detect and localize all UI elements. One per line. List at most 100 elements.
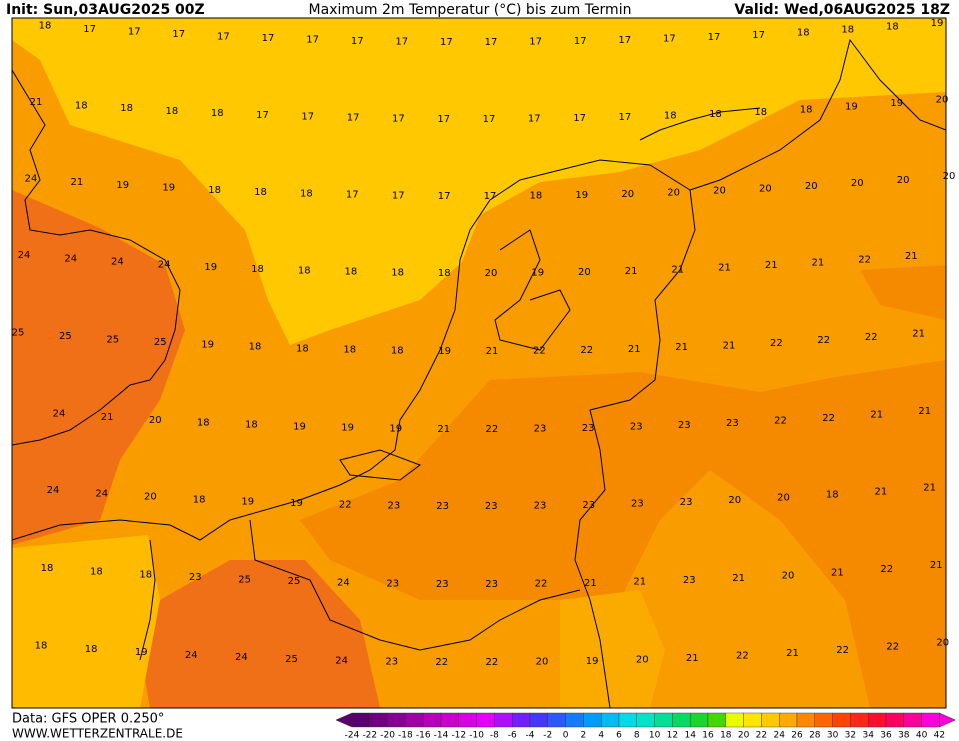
temperature-label: 18 xyxy=(166,106,179,117)
temperature-label: 18 xyxy=(35,640,48,651)
temperature-label: 20 xyxy=(636,655,649,666)
map-background xyxy=(12,18,946,708)
temperature-label: 17 xyxy=(83,24,96,35)
temperature-label: 23 xyxy=(678,420,691,431)
colorbar-label: 34 xyxy=(862,731,874,741)
temperature-label: 21 xyxy=(723,340,736,351)
colorbar-swatch xyxy=(405,712,424,728)
temperature-label: 24 xyxy=(335,655,348,666)
temperature-label: 17 xyxy=(484,191,497,202)
temperature-label: 18 xyxy=(254,187,267,198)
temperature-label: 18 xyxy=(75,100,88,111)
temperature-label: 24 xyxy=(64,254,77,265)
temperature-label: 20 xyxy=(759,184,772,195)
colorbar-label: 0 xyxy=(563,731,569,741)
temperature-label: 19 xyxy=(162,183,175,194)
colorbar-label: -14 xyxy=(434,731,449,741)
data-source: Data: GFS OPER 0.250° xyxy=(12,712,164,727)
temperature-label: 22 xyxy=(580,345,593,356)
temperature-label: 24 xyxy=(18,250,31,261)
temperature-label: 18 xyxy=(85,644,98,655)
temperature-label: 18 xyxy=(391,345,404,356)
temperature-label: 17 xyxy=(256,110,269,121)
temperature-label: 21 xyxy=(625,266,638,277)
temperature-label: 21 xyxy=(671,264,684,275)
temperature-label: 18 xyxy=(39,21,52,32)
temperature-label: 17 xyxy=(392,190,405,201)
temperature-label: 22 xyxy=(770,338,783,349)
temperature-label: 17 xyxy=(528,114,541,125)
temperature-label: 19 xyxy=(204,262,217,273)
colorbar-swatch xyxy=(796,712,815,728)
colorbar-swatch xyxy=(369,712,388,728)
temperature-label: 18 xyxy=(245,420,258,431)
temperature-label: 18 xyxy=(90,566,103,577)
colorbar-swatch xyxy=(672,712,691,728)
temperature-label: 19 xyxy=(575,190,588,201)
colorbar-label: -24 xyxy=(345,731,360,741)
temperature-label: 23 xyxy=(485,501,498,512)
temperature-label: 22 xyxy=(486,657,499,668)
colorbar-swatch xyxy=(761,712,780,728)
colorbar-swatch xyxy=(440,712,459,728)
temperature-label: 18 xyxy=(251,264,264,275)
temperature-label: 17 xyxy=(437,114,450,125)
temperature-label: 18 xyxy=(345,267,358,278)
temperature-label: 19 xyxy=(135,647,148,658)
colorbar-label: -12 xyxy=(451,731,466,741)
colorbar-label: 10 xyxy=(649,731,661,741)
colorbar-label: 8 xyxy=(634,731,640,741)
colorbar-label: -10 xyxy=(469,731,484,741)
temperature-label: 22 xyxy=(836,645,849,656)
temperature-label: 17 xyxy=(217,31,230,42)
temperature-label: 20 xyxy=(782,570,795,581)
temperature-label: 18 xyxy=(800,104,813,115)
temperature-label: 23 xyxy=(436,501,449,512)
temperature-label: 21 xyxy=(437,424,450,435)
temperature-label: 22 xyxy=(858,255,871,266)
temperature-label: 18 xyxy=(754,107,767,118)
temperature-label: 17 xyxy=(128,27,141,38)
temperature-label: 23 xyxy=(534,501,547,512)
temperature-label: 21 xyxy=(905,251,918,262)
colorbar-swatch xyxy=(743,712,762,728)
map-title: Maximum 2m Temperatur (°C) bis zum Termi… xyxy=(309,2,632,18)
temperature-label: 20 xyxy=(897,175,910,186)
colorbar-label: 38 xyxy=(898,731,910,741)
temperature-label: 17 xyxy=(392,113,405,124)
colorbar-swatch xyxy=(814,712,833,728)
colorbar-label: 22 xyxy=(756,731,767,741)
colorbar-label: 18 xyxy=(720,731,732,741)
temperature-label: 17 xyxy=(619,112,632,123)
temperature-label: 17 xyxy=(618,35,631,46)
colorbar-swatch xyxy=(921,712,940,728)
temperature-label: 20 xyxy=(667,188,680,199)
temperature-label: 23 xyxy=(386,578,399,589)
temperature-label: 23 xyxy=(189,572,202,583)
temperature-label: 18 xyxy=(211,108,224,119)
temperature-label: 20 xyxy=(777,493,790,504)
temperature-label: 25 xyxy=(288,576,301,587)
temperature-label: 18 xyxy=(193,494,206,505)
colorbar-swatch xyxy=(601,712,620,728)
temperature-label: 19 xyxy=(293,421,306,432)
colorbar-arrow-left xyxy=(335,712,353,728)
temperature-label: 21 xyxy=(870,410,883,421)
temperature-label: 20 xyxy=(578,267,591,278)
temperature-label: 21 xyxy=(71,177,84,188)
temperature-label: 22 xyxy=(435,657,448,668)
temperature-label: 21 xyxy=(675,342,688,353)
temperature-label: 22 xyxy=(486,424,499,435)
temperature-label: 17 xyxy=(347,113,360,124)
temperature-label: 18 xyxy=(391,267,404,278)
temperature-label: 24 xyxy=(47,485,60,496)
temperature-label: 25 xyxy=(238,574,251,585)
temperature-label: 20 xyxy=(851,178,864,189)
temperature-label: 22 xyxy=(736,651,749,662)
temperature-label: 21 xyxy=(686,653,699,664)
temperature-label: 17 xyxy=(574,36,587,47)
temperature-label: 18 xyxy=(298,265,311,276)
temperature-label: 20 xyxy=(149,415,162,426)
temperature-label: 24 xyxy=(25,174,38,185)
colorbar-label: -22 xyxy=(362,731,377,741)
